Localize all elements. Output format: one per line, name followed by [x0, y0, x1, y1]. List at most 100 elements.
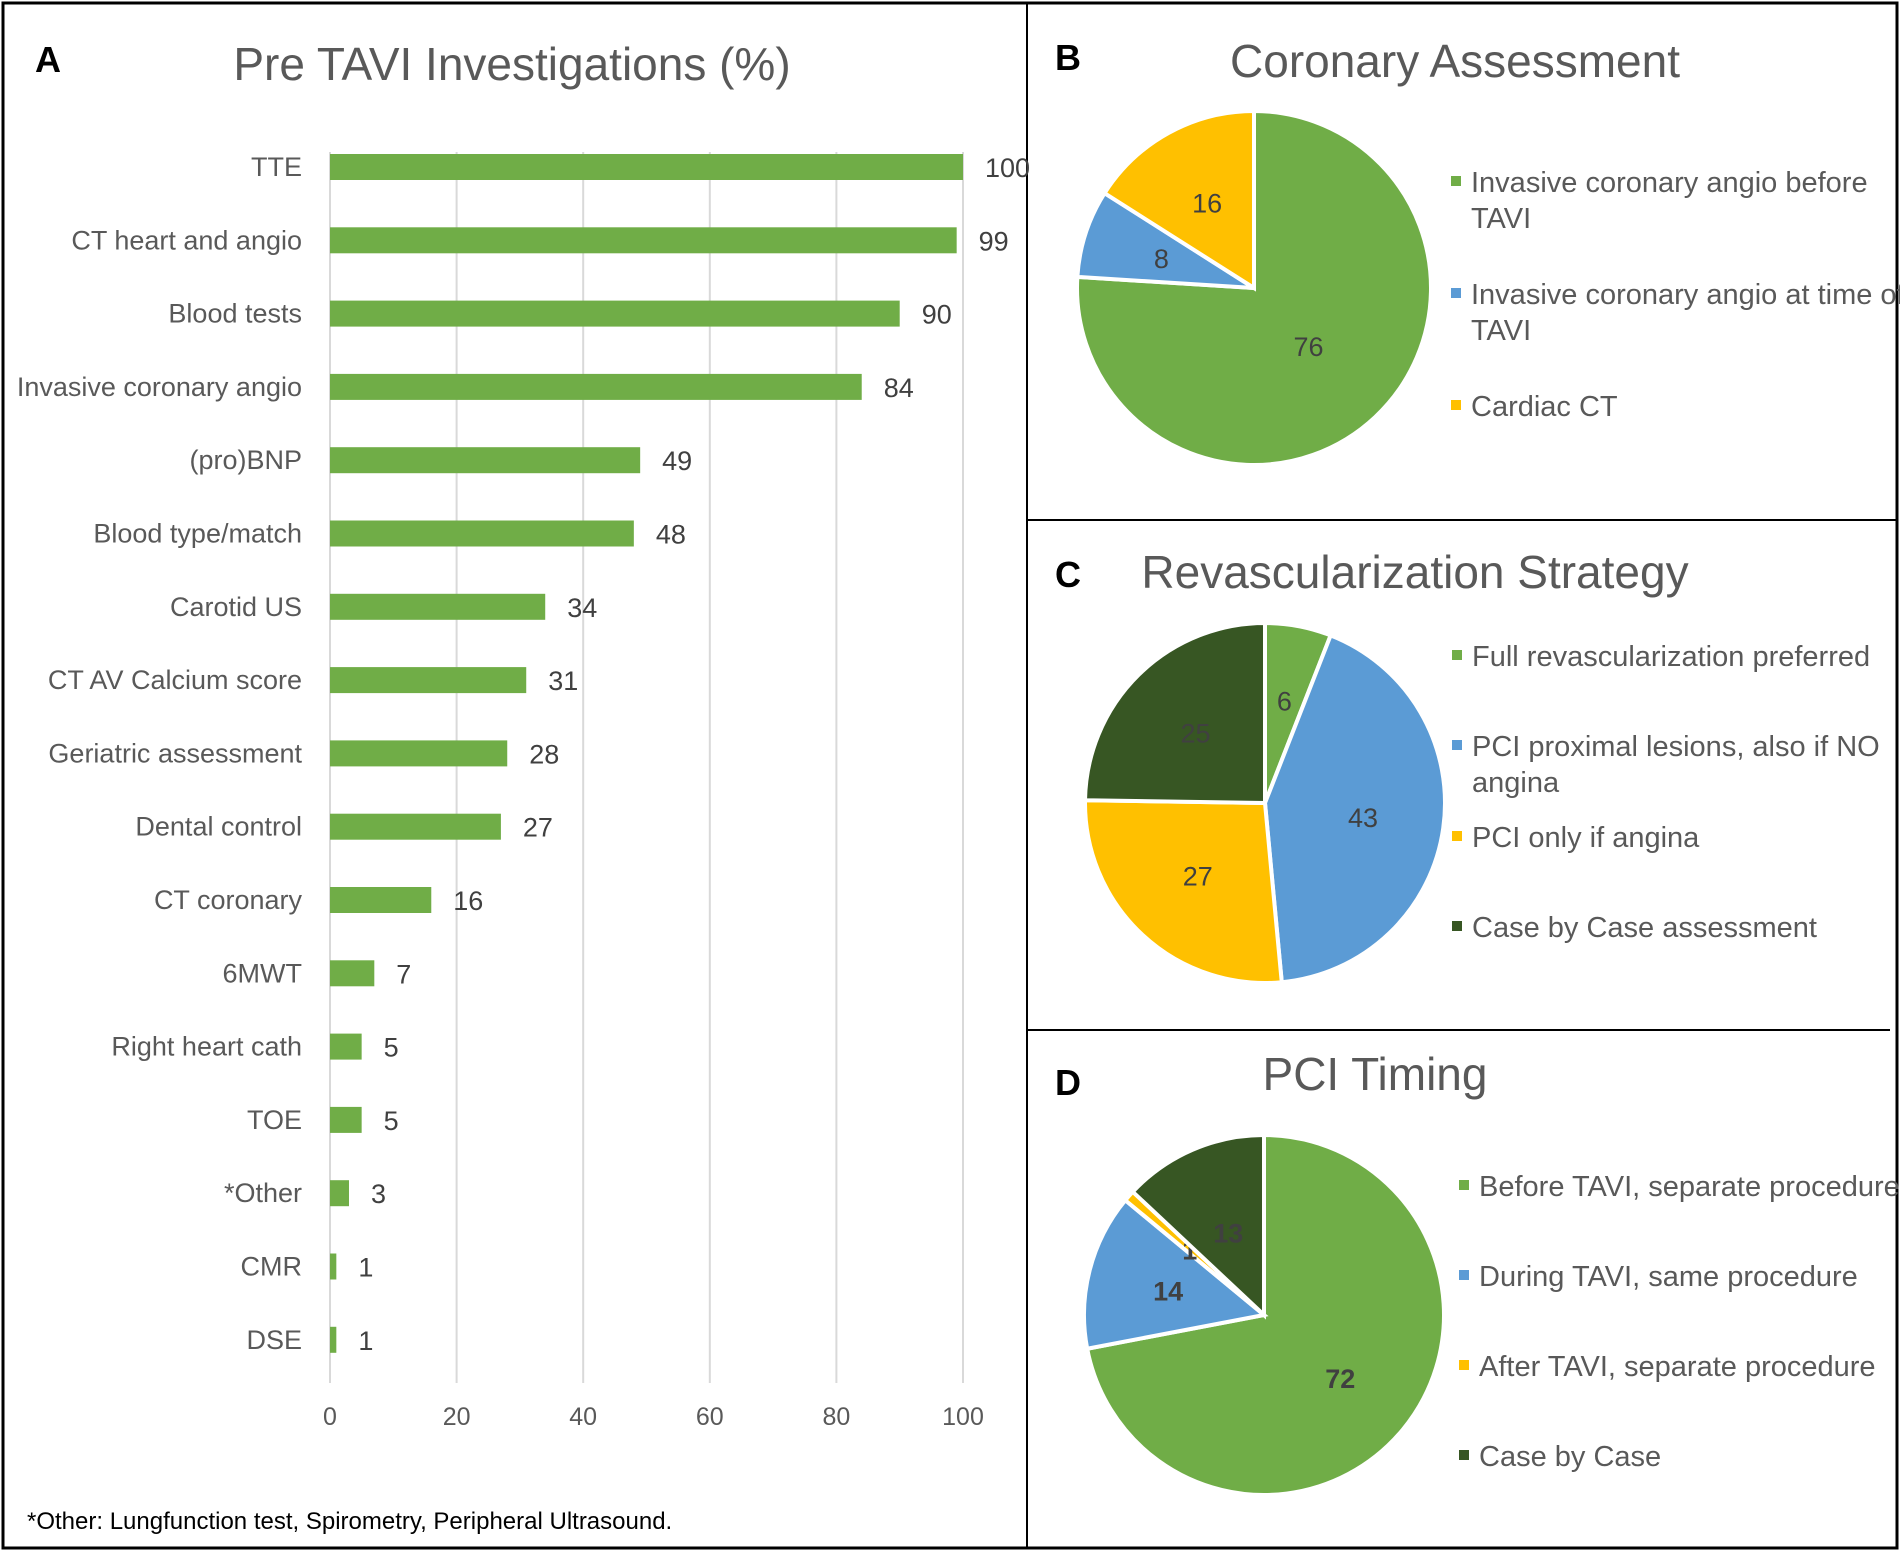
legend-label: Case by Case: [1479, 1441, 1661, 1473]
slice-data-label: 72: [1325, 1364, 1355, 1394]
footnote: *Other: Lungfunction test, Spirometry, P…: [27, 1508, 672, 1535]
legend-swatch: [1451, 176, 1461, 186]
legend-swatch: [1452, 831, 1462, 841]
category-label: Geriatric assessment: [48, 738, 302, 768]
category-label: TOE: [247, 1105, 302, 1135]
legend-swatch: [1451, 288, 1461, 298]
legend-swatch: [1452, 650, 1462, 660]
panel-c-letter: C: [1055, 554, 1081, 595]
legend-swatch: [1459, 1180, 1469, 1190]
bar: [330, 520, 634, 547]
category-label: *Other: [224, 1178, 302, 1208]
category-label: Invasive coronary angio: [17, 372, 302, 402]
data-label: 100: [985, 153, 1030, 183]
legend-label: Invasive coronary angio before: [1471, 167, 1868, 199]
data-label: 7: [396, 959, 411, 989]
legend-swatch: [1452, 921, 1462, 931]
legend-swatch: [1459, 1360, 1469, 1370]
panel-c-legend: Full revascularization preferred PCI prox…: [1452, 641, 1880, 944]
pie-slice: [1129, 1132, 1266, 1320]
panel-c-pie: 6 43 27 25: [1082, 620, 1447, 985]
panel-b-legend: Invasive coronary angio before TAVI Invasi…: [1451, 167, 1900, 423]
data-label: 84: [884, 373, 914, 403]
slice-data-label: 14: [1153, 1276, 1183, 1306]
data-label: 99: [979, 226, 1009, 256]
legend-label: During TAVI, same procedure: [1479, 1261, 1858, 1293]
category-label: Blood type/match: [93, 519, 302, 549]
legend-label: PCI proximal lesions, also if NO: [1472, 731, 1880, 763]
panel-b-title: Coronary Assessment: [1230, 35, 1680, 87]
slice-data-label: 16: [1192, 189, 1222, 219]
pie-slice: [1082, 1197, 1269, 1352]
category-label: Blood tests: [168, 299, 302, 329]
bar: [330, 1033, 362, 1060]
bar: [330, 1106, 362, 1133]
legend-label: Case by Case assessment: [1472, 912, 1817, 944]
bar: [330, 227, 957, 254]
x-tick-label: 80: [822, 1403, 850, 1431]
pie-slice: [1083, 798, 1284, 985]
bar: [330, 887, 432, 913]
data-label: 31: [548, 666, 578, 696]
slice-data-label: 13: [1213, 1218, 1243, 1248]
x-tick-label: 100: [942, 1403, 984, 1431]
panel-a-category-labels: TTE CT heart and angio Blood tests Invasive…: [17, 152, 303, 1355]
legend-swatch: [1459, 1450, 1469, 1460]
panel-a-letter: A: [35, 39, 61, 80]
bar: [330, 813, 501, 840]
bar: [330, 1253, 337, 1280]
panel-d-letter: D: [1055, 1062, 1081, 1103]
panel-a-gridlines: [329, 152, 964, 1383]
bar: [330, 447, 641, 474]
pie-slice: [1101, 108, 1256, 292]
category-label: DSE: [246, 1325, 302, 1355]
slice-data-label: 6: [1277, 686, 1292, 716]
legend-label: TAVI: [1471, 203, 1531, 235]
bar: [330, 667, 527, 694]
x-tick-label: 20: [443, 1403, 471, 1431]
legend-label: After TAVI, separate procedure: [1479, 1351, 1876, 1383]
data-label: 90: [922, 300, 952, 330]
data-label: 49: [662, 446, 692, 476]
x-tick-label: 40: [569, 1403, 597, 1431]
panel-a-title: Pre TAVI Investigations (%): [233, 38, 790, 90]
bar: [330, 960, 375, 987]
legend-label: angina: [1472, 767, 1560, 799]
data-label: 27: [523, 813, 553, 843]
category-label: (pro)BNP: [189, 445, 302, 475]
panel-b: B Coronary Assessment 76 8 16 Invasive cor…: [1055, 35, 1900, 467]
panel-b-pie: 76 8 16: [1075, 108, 1433, 467]
category-label: CMR: [241, 1252, 303, 1282]
slice-data-label: 27: [1183, 862, 1213, 892]
data-label: 34: [567, 593, 597, 623]
panel-c: C Revascularization Strategy 6 43 27 25 Ful…: [1055, 546, 1880, 985]
bar: [330, 593, 546, 620]
bar: [330, 1326, 337, 1353]
panel-b-letter: B: [1055, 37, 1081, 78]
slice-data-label: 8: [1154, 244, 1169, 274]
data-label: 1: [358, 1253, 373, 1283]
x-tick-label: 60: [696, 1403, 724, 1431]
data-label: 5: [384, 1033, 399, 1063]
data-label: 48: [656, 520, 686, 550]
legend-label: TAVI: [1471, 315, 1531, 347]
legend-label: Invasive coronary angio at time of: [1471, 279, 1900, 311]
category-label: CT AV Calcium score: [48, 665, 302, 695]
category-label: 6MWT: [223, 958, 302, 988]
data-label: 3: [371, 1179, 386, 1209]
legend-label: PCI only if angina: [1472, 822, 1700, 854]
legend-swatch: [1452, 740, 1462, 750]
pie-slice: [1082, 620, 1267, 806]
data-label: 1: [358, 1326, 373, 1356]
legend-label: Before TAVI, separate procedure: [1479, 1171, 1900, 1203]
category-label: CT heart and angio: [71, 225, 302, 255]
data-label: 28: [529, 739, 559, 769]
bar: [330, 740, 508, 767]
category-label: TTE: [251, 152, 302, 182]
slice-data-label: 43: [1348, 803, 1378, 833]
legend-swatch: [1459, 1270, 1469, 1280]
